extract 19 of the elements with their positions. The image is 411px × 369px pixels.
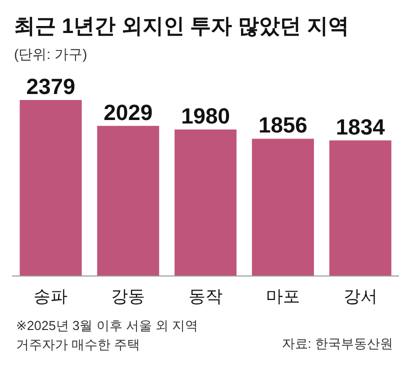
x-tick-label: 강서 xyxy=(343,287,378,306)
x-tick-label: 강동 xyxy=(111,287,146,306)
data-label: 1856 xyxy=(258,112,308,138)
bar xyxy=(174,130,237,276)
chart-title: 최근 1년간 외지인 투자 많았던 지역 xyxy=(14,14,349,40)
bar xyxy=(252,138,314,276)
data-label: 1834 xyxy=(336,114,386,140)
data-label: 2029 xyxy=(104,100,153,125)
x-tick-label: 마포 xyxy=(266,287,300,306)
x-tick-label: 동작 xyxy=(188,287,222,306)
bar xyxy=(97,126,160,276)
text: ※2025년 3월 이후 서울 외 지역 거주자가 매수한 주택 xyxy=(16,317,198,354)
bar xyxy=(20,100,82,276)
data-label: 1980 xyxy=(181,104,230,129)
x-tick-label: 송파 xyxy=(34,287,68,306)
text: 자료: 한국부동산원 xyxy=(282,335,393,353)
data-label: 2379 xyxy=(26,74,76,99)
chart-subtitle: (단위: 가구) xyxy=(14,46,88,64)
bar xyxy=(329,140,392,276)
